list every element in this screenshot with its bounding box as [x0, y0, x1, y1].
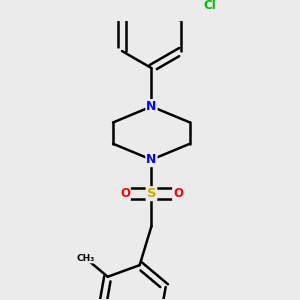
Text: CH₃: CH₃: [76, 254, 94, 262]
Text: N: N: [146, 100, 157, 113]
Text: Cl: Cl: [203, 0, 216, 12]
Text: S: S: [147, 187, 156, 200]
Text: O: O: [173, 187, 183, 200]
Text: N: N: [146, 153, 157, 166]
Text: O: O: [120, 187, 130, 200]
